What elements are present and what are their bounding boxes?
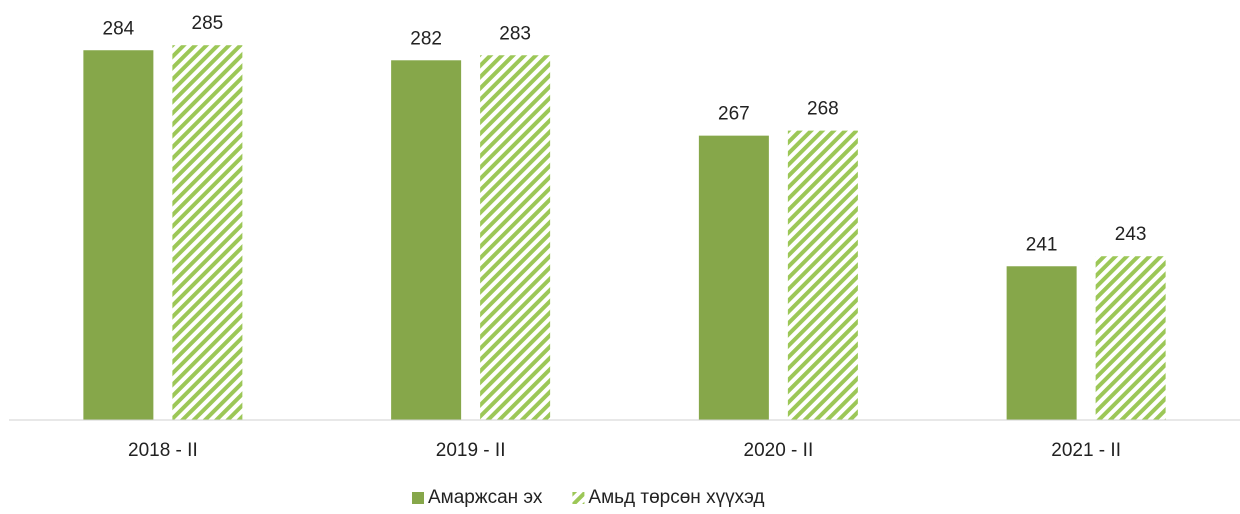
x-tick-label: 2020 - II xyxy=(744,440,814,461)
bar xyxy=(83,50,154,421)
bar xyxy=(1095,256,1166,420)
value-label: 268 xyxy=(807,99,839,120)
legend-label: Амьд төрсөн хүүхэд xyxy=(588,487,764,508)
value-label: 243 xyxy=(1115,224,1147,245)
value-label: 267 xyxy=(718,104,750,125)
bar xyxy=(1006,266,1077,420)
bar xyxy=(480,55,551,421)
x-tick-label: 2018 - II xyxy=(128,440,198,461)
bar xyxy=(787,130,858,420)
value-label: 283 xyxy=(499,23,531,44)
legend-label: Амаржсан эх xyxy=(428,487,543,508)
bar xyxy=(698,135,769,420)
bar xyxy=(391,60,462,421)
legend-swatch xyxy=(572,492,585,504)
value-label: 284 xyxy=(103,18,135,39)
value-label: 241 xyxy=(1026,234,1058,255)
value-label: 285 xyxy=(192,13,224,34)
bar xyxy=(172,45,243,421)
x-tick-label: 2021 - II xyxy=(1051,440,1121,461)
legend-swatch xyxy=(412,492,424,504)
value-label: 282 xyxy=(410,28,442,49)
x-tick-label: 2019 - II xyxy=(436,440,506,461)
